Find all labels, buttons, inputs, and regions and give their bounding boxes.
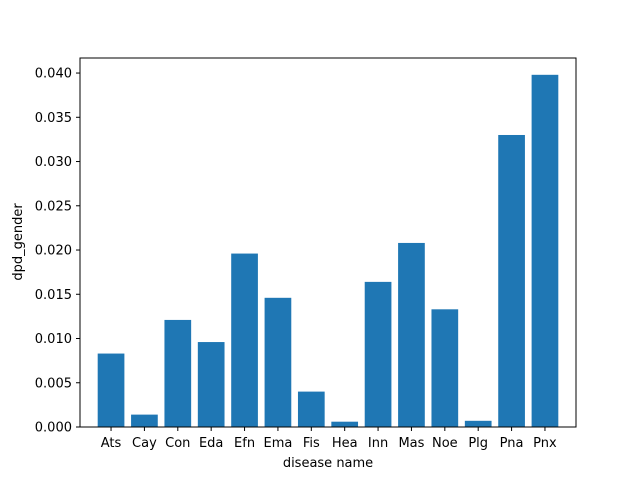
bar-pnx: [531, 74, 559, 427]
bar-eda: [197, 342, 225, 427]
y-tick-label: 0.040: [35, 67, 72, 82]
x-tick-label: Eda: [199, 436, 223, 451]
bar-ats: [97, 353, 125, 427]
bar-efn: [231, 253, 258, 427]
bar-fis: [297, 391, 325, 427]
y-axis-ticks: 0.000 0.005 0.010 0.015 0.020 0.025 0.030 0.035…: [35, 67, 80, 436]
y-tick-label: 0.035: [35, 111, 72, 126]
x-tick-label: Pnx: [533, 436, 557, 451]
x-tick-label: Pna: [500, 436, 524, 451]
x-tick-label: Mas: [398, 436, 424, 451]
bar-ema: [264, 297, 292, 427]
x-axis-ticks: Ats Cay Con Eda Efn Ema Fis Hea Inn Mas Noe Plg Pna P…: [101, 427, 557, 451]
bar-cay: [131, 414, 158, 427]
bar-inn: [364, 281, 392, 427]
bar-noe: [431, 309, 459, 427]
x-tick-label: Cay: [132, 436, 157, 451]
x-tick-label: Ema: [264, 436, 293, 451]
x-tick-label: Fis: [303, 436, 320, 451]
y-axis-title: dpd_gender: [11, 203, 26, 281]
bar-con: [164, 319, 192, 427]
x-tick-label: Hea: [332, 436, 358, 451]
bar-mas: [398, 242, 425, 427]
x-tick-label: Inn: [368, 436, 388, 451]
plot-frame: [79, 57, 577, 428]
x-tick-label: Efn: [234, 436, 255, 451]
y-tick-label: 0.020: [35, 244, 72, 259]
bars-group: [97, 74, 559, 428]
y-tick-label: 0.005: [35, 376, 72, 391]
y-tick-label: 0.000: [35, 421, 72, 436]
x-axis-title: disease name: [283, 456, 373, 471]
bar-hea: [331, 421, 359, 427]
x-tick-label: Con: [165, 436, 190, 451]
bar-plg: [464, 420, 492, 427]
x-tick-label: Ats: [101, 436, 122, 451]
y-tick-label: 0.015: [35, 288, 72, 303]
x-tick-label: Plg: [468, 436, 488, 451]
bar-pna: [498, 134, 525, 428]
x-tick-label: Noe: [432, 436, 458, 451]
y-tick-label: 0.025: [35, 199, 72, 214]
y-tick-label: 0.010: [35, 332, 72, 347]
y-tick-label: 0.030: [35, 155, 72, 170]
